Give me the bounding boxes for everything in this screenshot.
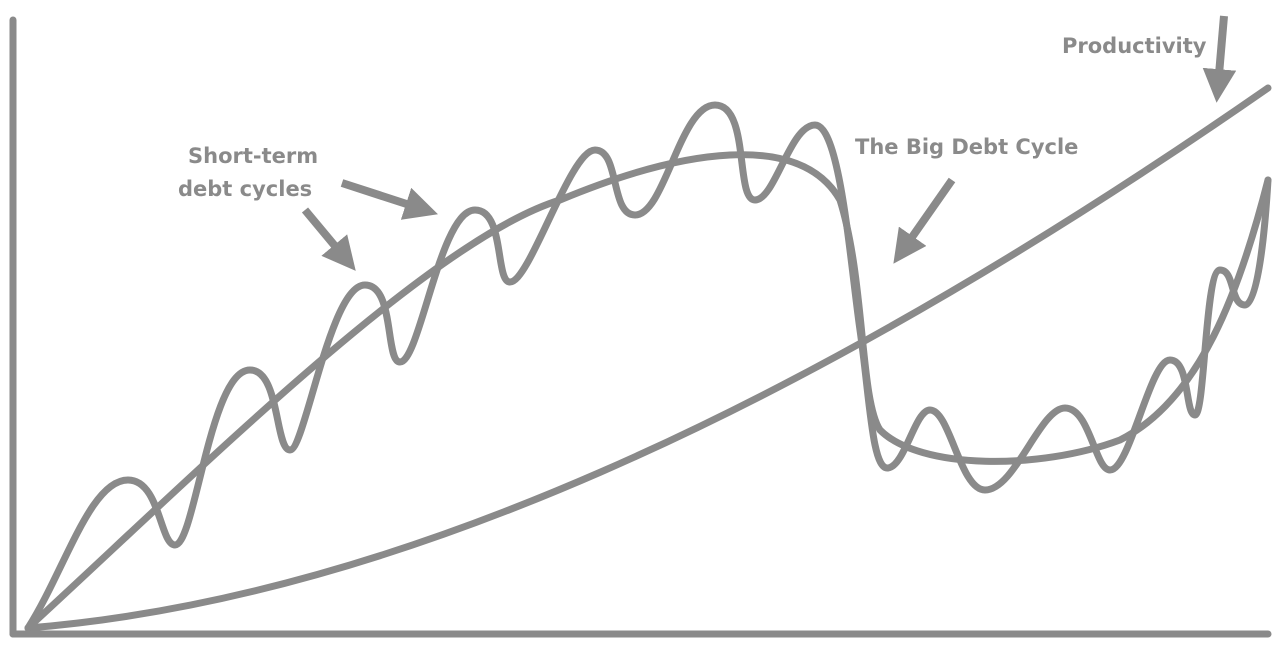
short-term-label-line1: Short-term — [188, 144, 318, 168]
productivity-arrow — [1202, 15, 1237, 103]
big-debt-cycle-curve — [24, 151, 1272, 632]
productivity-curve — [24, 84, 1272, 632]
productivity-label: Productivity — [1062, 34, 1207, 58]
big-debt-cycle-arrow — [893, 177, 956, 264]
short-term-arrow-left — [301, 207, 356, 271]
big-debt-cycle-label: The Big Debt Cycle — [855, 135, 1078, 159]
short-term-arrow-right — [340, 179, 438, 220]
short-term-debt-cycles-curve — [24, 101, 1272, 632]
short-term-label-line2: debt cycles — [178, 177, 312, 201]
